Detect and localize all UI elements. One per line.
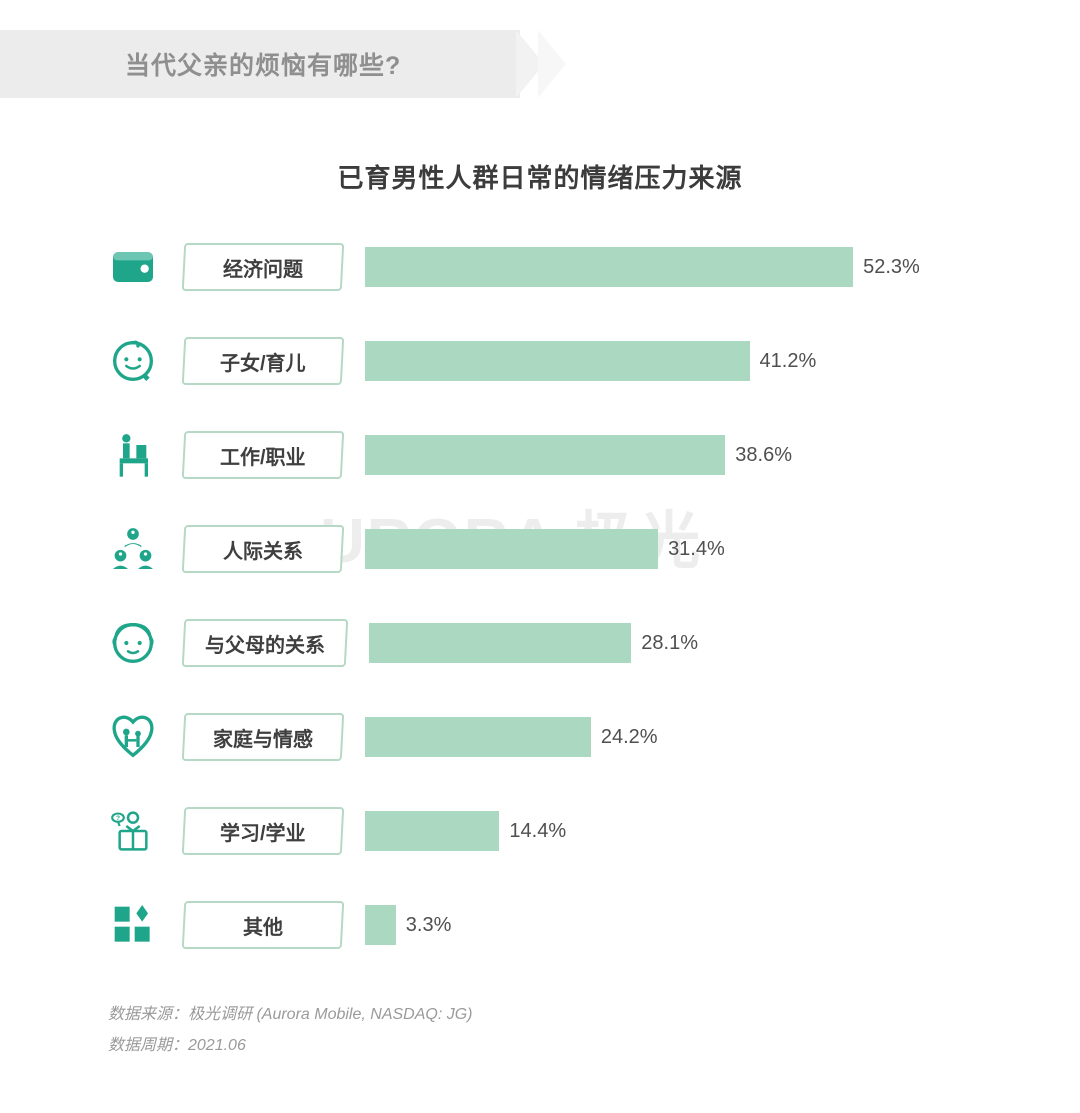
category-label: 其他 [182,901,345,949]
category-label: 与父母的关系 [182,619,349,667]
wallet-icon [105,239,161,295]
category-label-text: 其他 [243,911,283,940]
bar [365,247,853,287]
bar-wrap: 14.4% [365,811,985,851]
study-icon [105,803,161,859]
bar-value: 28.1% [641,632,698,655]
bar-value: 3.3% [406,914,452,937]
chart-row: 人际关系 31.4% [105,502,985,596]
chart-row: 学习/学业 14.4% [105,784,985,878]
bar-wrap: 3.3% [365,905,985,945]
bar [369,623,631,663]
grid-icon [105,897,161,953]
category-label: 子女/育儿 [182,337,345,385]
category-label-text: 子女/育儿 [220,347,306,376]
bar-value: 14.4% [509,820,566,843]
elder-icon [105,615,161,671]
header-band: 当代父亲的烦恼有哪些? [0,30,520,98]
category-label: 家庭与情感 [182,713,345,761]
bar-value: 31.4% [668,538,725,561]
chart-row: 子女/育儿 41.2% [105,314,985,408]
bar-wrap: 52.3% [365,247,985,287]
bar [365,435,725,475]
category-label-text: 工作/职业 [220,441,306,470]
header-question: 当代父亲的烦恼有哪些? [125,46,401,82]
bar [365,811,499,851]
category-label-text: 经济问题 [223,253,303,282]
category-label-text: 人际关系 [223,535,303,564]
desk-icon [105,427,161,483]
baby-icon [105,333,161,389]
couple-icon [105,709,161,765]
category-label-text: 家庭与情感 [213,723,313,752]
bar [365,905,396,945]
bar-wrap: 24.2% [365,717,985,757]
chart-row: 其他 3.3% [105,878,985,972]
bar [365,529,658,569]
bar [365,717,591,757]
category-label: 工作/职业 [182,431,345,479]
bar-value: 52.3% [863,256,920,279]
category-label-text: 学习/学业 [220,817,306,846]
bar [365,341,750,381]
chart-row: 与父母的关系 28.1% [105,596,985,690]
bar-value: 24.2% [601,726,658,749]
footer: 数据来源：极光调研 (Aurora Mobile, NASDAQ: JG) 数据… [108,1000,473,1061]
category-label-text: 与父母的关系 [205,629,325,658]
bar-value: 38.6% [735,444,792,467]
chart: 经济问题 52.3% 子女/育儿 41.2% 工作/职业 38.6% 人际关系 31.4% 与父… [105,220,985,972]
chart-row: 工作/职业 38.6% [105,408,985,502]
footer-period: 数据周期：2021.06 [108,1031,473,1061]
category-label: 人际关系 [182,525,345,573]
chart-row: 家庭与情感 24.2% [105,690,985,784]
header-chevrons [500,30,566,98]
category-label: 学习/学业 [182,807,345,855]
people3-icon [105,521,161,577]
bar-value: 41.2% [760,350,817,373]
category-label: 经济问题 [182,243,345,291]
footer-source: 数据来源：极光调研 (Aurora Mobile, NASDAQ: JG) [108,1000,473,1030]
bar-wrap: 28.1% [369,623,985,663]
bar-wrap: 31.4% [365,529,985,569]
chart-row: 经济问题 52.3% [105,220,985,314]
chart-title: 已育男性人群日常的情绪压力来源 [0,158,1080,195]
bar-wrap: 38.6% [365,435,985,475]
bar-wrap: 41.2% [365,341,985,381]
